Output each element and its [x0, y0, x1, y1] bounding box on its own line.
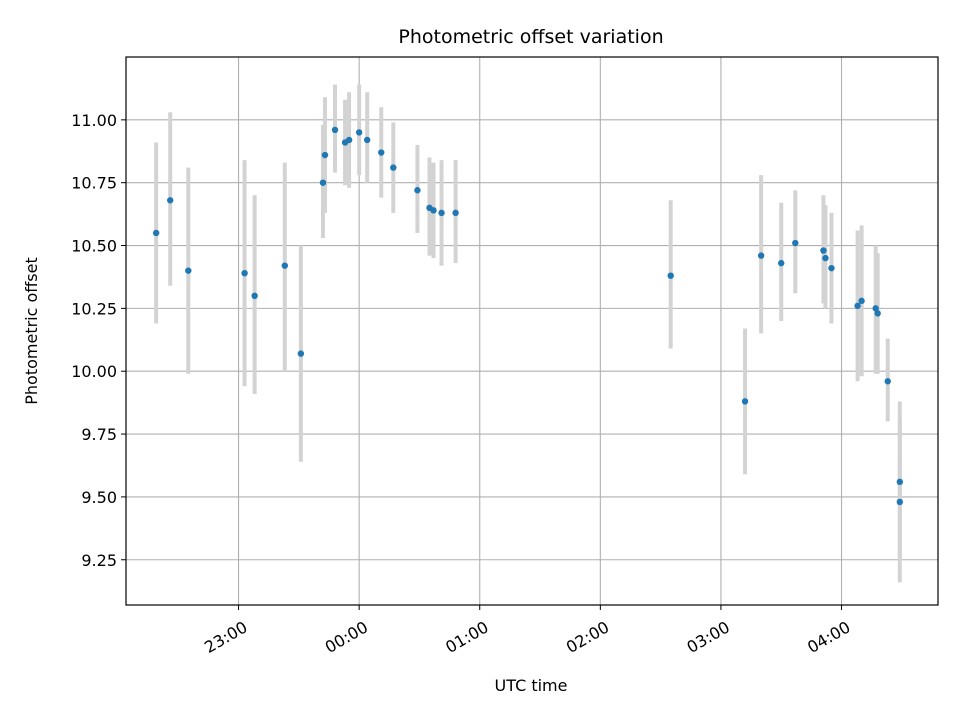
data-point — [321, 151, 329, 159]
data-point — [858, 297, 865, 305]
data-point — [363, 136, 371, 144]
data-point — [414, 187, 421, 194]
data-point — [896, 478, 904, 486]
data-point — [251, 292, 258, 300]
y-axis-title: Photometric offset — [22, 257, 41, 405]
y-tick-label: 10.50 — [71, 237, 117, 256]
plot-frame — [125, 56, 939, 606]
data-point — [778, 259, 785, 267]
data-point — [452, 209, 459, 217]
data-points — [152, 126, 904, 506]
y-axis: 9.25 9.50 9.75 10.00 10.25 10.50 10.75 11.00 — [71, 111, 126, 570]
data-point — [390, 164, 397, 171]
data-point — [378, 149, 385, 156]
data-point — [828, 264, 835, 272]
y-tick-label: 9.25 — [81, 551, 117, 570]
chart-title: Photometric offset variation — [398, 26, 663, 48]
data-point — [355, 129, 363, 136]
data-point — [319, 179, 327, 186]
data-point — [345, 136, 353, 144]
data-point — [854, 302, 861, 310]
data-point — [331, 126, 339, 134]
data-point — [438, 209, 445, 217]
data-point — [185, 267, 192, 274]
y-tick-label: 11.00 — [71, 111, 117, 130]
y-tick-label: 10.00 — [71, 362, 117, 381]
data-point — [884, 378, 891, 385]
data-point — [430, 207, 437, 214]
y-tick-label: 10.75 — [71, 174, 117, 193]
data-point — [741, 398, 749, 405]
y-tick-label: 10.25 — [71, 299, 117, 318]
grid — [126, 57, 938, 605]
data-point — [167, 197, 174, 204]
data-point — [792, 239, 799, 247]
data-point — [874, 310, 881, 317]
data-point — [281, 262, 288, 269]
data-point — [896, 498, 904, 506]
data-point — [152, 229, 160, 237]
data-point — [757, 252, 765, 259]
data-point — [822, 254, 829, 262]
data-point — [820, 247, 827, 254]
y-tick-label: 9.75 — [81, 425, 117, 444]
y-tick-label: 9.50 — [81, 488, 117, 507]
data-point — [872, 305, 879, 312]
data-point — [241, 269, 248, 277]
x-axis-title: UTC time — [495, 676, 568, 695]
data-point — [667, 272, 674, 279]
data-point — [297, 350, 305, 357]
